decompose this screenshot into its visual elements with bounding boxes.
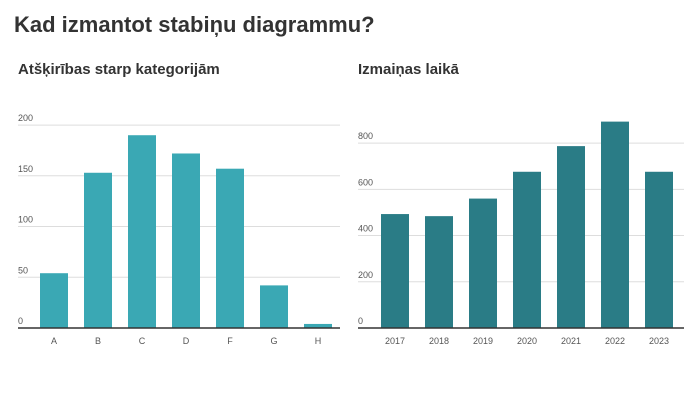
- bar: [601, 121, 629, 329]
- x-tick-label: 2023: [649, 336, 669, 346]
- y-tick-label: 0: [358, 316, 363, 326]
- y-tick-label: 50: [18, 265, 28, 275]
- x-tick-label: 2017: [385, 336, 405, 346]
- bar: [260, 285, 288, 328]
- chart-title: Atšķirības starp kategorijām: [18, 61, 220, 78]
- y-tick-label: 0: [18, 316, 23, 326]
- y-tick-label: 100: [18, 215, 33, 225]
- x-tick-label: 2021: [561, 336, 581, 346]
- x-tick-label: 2019: [473, 336, 493, 346]
- page-title: Kad izmantot stabiņu diagrammu?: [14, 12, 375, 37]
- x-tick-label: H: [315, 336, 322, 346]
- bar: [304, 323, 332, 328]
- x-tick-label: 2022: [605, 336, 625, 346]
- x-tick-label: 2018: [429, 336, 449, 346]
- x-tick-label: C: [139, 336, 146, 346]
- bar: [381, 214, 409, 328]
- bar: [425, 216, 453, 328]
- bar: [128, 135, 156, 328]
- bar: [172, 153, 200, 328]
- y-tick-label: 800: [358, 131, 373, 141]
- x-tick-label: A: [51, 336, 57, 346]
- y-tick-label: 150: [18, 164, 33, 174]
- bar: [557, 146, 585, 328]
- bar: [513, 171, 541, 328]
- bar: [645, 171, 673, 328]
- y-tick-label: 400: [358, 224, 373, 234]
- x-tick-label: B: [95, 336, 101, 346]
- bar: [40, 273, 68, 328]
- x-tick-label: D: [183, 336, 190, 346]
- x-tick-label: F: [227, 336, 233, 346]
- y-tick-label: 200: [18, 113, 33, 123]
- x-tick-label: G: [270, 336, 277, 346]
- chart-title: Izmaiņas laikā: [358, 61, 460, 78]
- x-tick-label: 2020: [517, 336, 537, 346]
- y-tick-label: 200: [358, 270, 373, 280]
- bar: [216, 168, 244, 328]
- bar: [469, 198, 497, 328]
- y-tick-label: 600: [358, 177, 373, 187]
- bar: [84, 172, 112, 328]
